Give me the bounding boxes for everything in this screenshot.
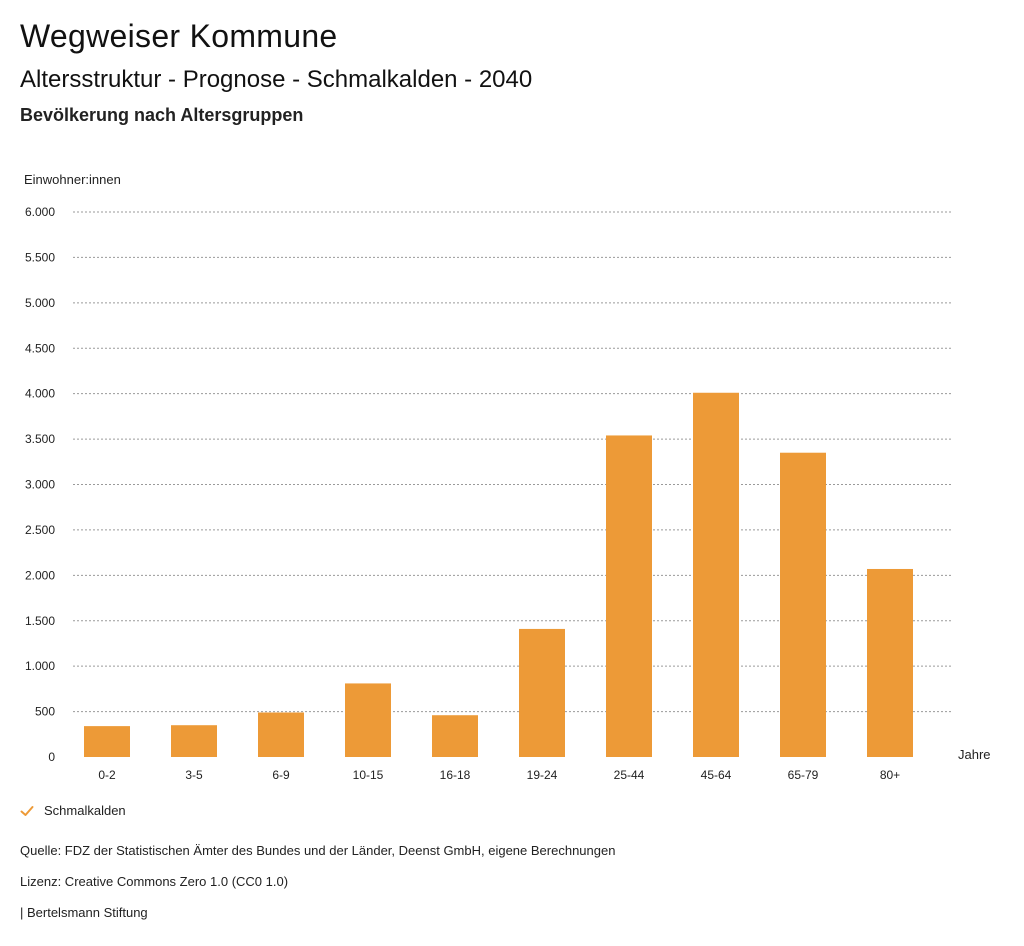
source-note: Quelle: FDZ der Statistischen Ämter des … bbox=[20, 843, 616, 858]
y-tick-label: 3.000 bbox=[25, 478, 55, 492]
y-axis-ticks: 0 500 1.000 1.500 2.000 2.500 3.000 3.500 4.000 4… bbox=[25, 205, 55, 764]
legend-label: Schmalkalden bbox=[44, 803, 126, 818]
chart-subtitle: Bevölkerung nach Altersgruppen bbox=[20, 105, 304, 125]
y-tick-label: 5.500 bbox=[25, 250, 55, 264]
bar-45-64[interactable] bbox=[693, 392, 739, 757]
chart-title: Altersstruktur - Prognose - Schmalkalden… bbox=[20, 66, 533, 93]
bar-19-24[interactable] bbox=[519, 628, 565, 757]
x-tick-label: 45-64 bbox=[701, 768, 732, 782]
y-tick-label: 0 bbox=[48, 750, 55, 764]
y-tick-label: 3.500 bbox=[25, 432, 55, 446]
x-tick-label: 6-9 bbox=[272, 768, 290, 782]
x-tick-label: 10-15 bbox=[353, 768, 384, 782]
bar-chart: Einwohner:innen Jahre 0 500 1.000 1.500 2.00… bbox=[24, 172, 991, 782]
x-tick-label: 19-24 bbox=[527, 768, 558, 782]
x-tick-label: 16-18 bbox=[440, 768, 471, 782]
bar-10-15[interactable] bbox=[345, 683, 391, 757]
y-tick-label: 4.000 bbox=[25, 387, 55, 401]
x-tick-label: 65-79 bbox=[788, 768, 819, 782]
x-tick-label: 0-2 bbox=[98, 768, 116, 782]
bar-25-44[interactable] bbox=[606, 435, 652, 757]
license-note: Lizenz: Creative Commons Zero 1.0 (CC0 1… bbox=[20, 874, 289, 889]
bar-3-5[interactable] bbox=[171, 725, 217, 757]
legend[interactable]: Schmalkalden bbox=[20, 803, 126, 818]
y-tick-label: 1.000 bbox=[25, 659, 55, 673]
bar-65-79[interactable] bbox=[780, 452, 826, 757]
check-icon bbox=[20, 805, 34, 816]
y-axis-label: Einwohner:innen bbox=[24, 172, 121, 187]
x-axis-label: Jahre bbox=[958, 747, 991, 762]
y-tick-label: 500 bbox=[35, 705, 55, 719]
bar-16-18[interactable] bbox=[432, 715, 478, 757]
site-title: Wegweiser Kommune bbox=[20, 18, 338, 54]
y-tick-label: 2.500 bbox=[25, 523, 55, 537]
bars bbox=[84, 392, 913, 757]
brand-note: | Bertelsmann Stiftung bbox=[20, 905, 148, 920]
y-tick-label: 5.000 bbox=[25, 296, 55, 310]
bar-6-9[interactable] bbox=[258, 712, 304, 757]
bar-80+[interactable] bbox=[867, 568, 913, 757]
x-tick-label: 25-44 bbox=[614, 768, 645, 782]
x-tick-label: 80+ bbox=[880, 768, 900, 782]
x-axis-ticks: 0-2 3-5 6-9 10-15 16-18 19-24 25-44 45-64 65-79 8… bbox=[98, 768, 900, 782]
y-tick-label: 4.500 bbox=[25, 341, 55, 355]
bar-0-2[interactable] bbox=[84, 726, 130, 757]
y-tick-label: 1.500 bbox=[25, 614, 55, 628]
x-tick-label: 3-5 bbox=[185, 768, 203, 782]
y-tick-label: 6.000 bbox=[25, 205, 55, 219]
y-tick-label: 2.000 bbox=[25, 568, 55, 582]
